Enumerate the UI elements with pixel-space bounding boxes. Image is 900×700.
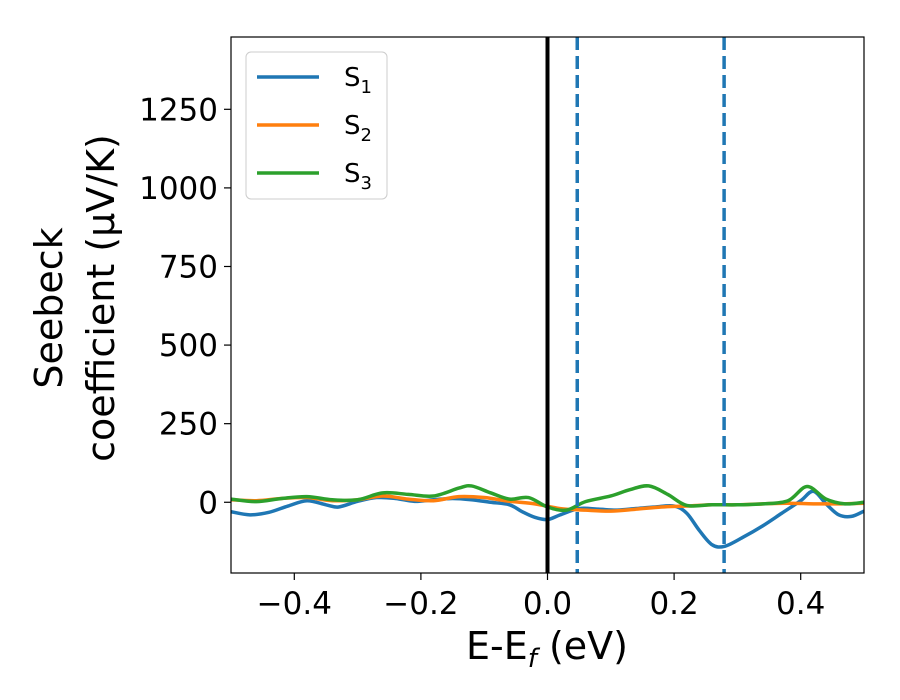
x-tick-label: 0.2 [649, 586, 698, 622]
x-axis-label: E-Ef (eV) [466, 624, 628, 674]
x-tick-label: −0.2 [383, 586, 458, 622]
plot-area [231, 37, 864, 573]
y-tick-label: 0 [198, 485, 218, 521]
y-tick-label: 750 [159, 249, 218, 285]
y-tick-label: 1000 [139, 171, 218, 207]
x-axis: −0.4 −0.2 0.0 0.2 0.4 [257, 573, 825, 622]
x-tick-label: 0.0 [523, 586, 572, 622]
x-tick-label: −0.4 [257, 586, 332, 622]
y-axis: 0 250 500 750 1000 1250 [139, 92, 231, 521]
legend-label-s1: S1 [344, 63, 372, 98]
y-axis-label-line2: coefficient (μV/K) [79, 134, 123, 462]
x-tick-label: 0.4 [776, 586, 825, 622]
legend: S1 S2 S3 [245, 51, 388, 200]
legend-label-s2: S2 [344, 111, 372, 146]
series-line-s1 [231, 489, 864, 549]
y-axis-label-line1: Seebeck [27, 227, 71, 388]
series-line-s3 [231, 483, 864, 513]
y-tick-label: 1250 [139, 92, 218, 128]
y-tick-label: 250 [159, 407, 218, 443]
y-tick-label: 500 [159, 328, 218, 364]
legend-label-s3: S3 [344, 159, 372, 194]
